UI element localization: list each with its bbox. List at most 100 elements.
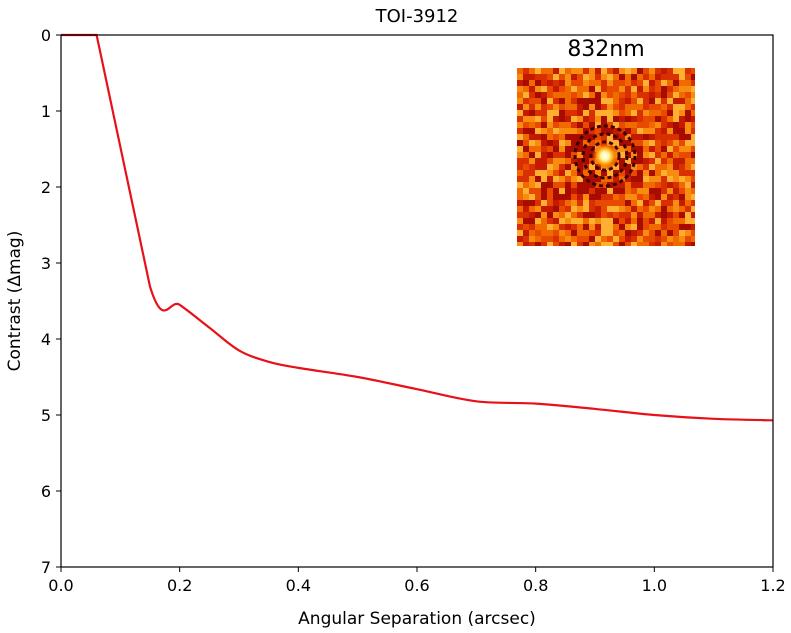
inset-pixel [631,218,637,224]
inset-pixel [583,230,589,236]
inset-pixel [679,140,685,146]
inset-pixel [595,188,601,194]
y-axis-ticks: 0 1 2 3 4 5 6 7 [41,26,61,577]
inset-pixel [577,206,583,212]
inset-pixel [541,242,547,246]
inset-pixel [661,134,667,140]
inset-pixel [571,140,577,146]
inset-pixel [529,236,535,242]
inset-pixel [565,182,571,188]
inset-pixel [631,182,637,188]
inset-pixel [541,212,547,218]
inset-pixel [517,152,523,158]
inset-pixel [541,206,547,212]
inset-pixel [637,152,643,158]
inset-pixel [577,224,583,230]
inset-pixel [529,230,535,236]
inset-wavelength-label: 832nm [567,37,644,62]
inset-pixel [637,164,643,170]
inset-pixel [643,230,649,236]
inset-pixel [667,104,673,110]
inset-pixel [583,158,589,164]
inset-pixel [691,206,695,212]
inset-pixel [589,200,595,206]
inset-pixel [643,86,649,92]
inset-pixel [619,68,625,74]
inset-pixel [625,98,631,104]
inset-pixel [517,230,523,236]
inset-pixel [691,158,695,164]
inset-pixel [655,242,661,246]
inset-pixel [685,128,691,134]
inset-pixel [535,98,541,104]
inset-pixel [631,86,637,92]
inset-pixel [547,128,553,134]
inset-pixel [583,182,589,188]
inset-pixel [517,164,523,170]
inset-pixel [655,92,661,98]
inset-pixel [601,92,607,98]
inset-pixel [523,80,529,86]
inset-pixel [577,242,583,246]
inset-pixel [685,158,691,164]
inset-pixel [613,170,619,176]
inset-pixel [535,176,541,182]
inset-pixel [553,110,559,116]
inset-pixel [637,116,643,122]
inset-pixel [607,242,613,246]
inset-pixel [661,242,667,246]
inset-pixel [601,170,607,176]
inset-pixel [649,128,655,134]
inset-pixel [673,164,679,170]
inset-pixel [607,200,613,206]
inset-pixel [631,194,637,200]
inset-pixel [625,104,631,110]
inset-pixel [673,68,679,74]
inset-pixel [553,116,559,122]
inset-pixel [619,200,625,206]
inset-pixel [589,92,595,98]
inset-pixel [631,128,637,134]
inset-pixel [691,164,695,170]
inset-pixel [643,164,649,170]
inset-pixel [691,212,695,218]
inset-pixel [655,122,661,128]
inset-pixel [625,164,631,170]
inset-pixel [613,236,619,242]
inset-pixel [631,242,637,246]
inset-pixel [523,74,529,80]
inset-pixel [595,68,601,74]
inset-pixel [637,98,643,104]
inset-pixel [661,122,667,128]
inset-pixel [679,122,685,128]
inset-pixel [625,230,631,236]
inset-pixel [691,146,695,152]
inset-pixel [661,98,667,104]
inset-pixel [571,116,577,122]
inset-pixel [661,236,667,242]
inset-pixel [517,218,523,224]
inset-pixel [643,80,649,86]
inset-pixel [535,86,541,92]
inset-pixel [619,170,625,176]
inset-pixel [637,68,643,74]
inset-pixel [637,188,643,194]
inset-pixel [547,212,553,218]
inset-pixel [523,68,529,74]
inset-pixel [517,134,523,140]
inset-pixel [667,74,673,80]
inset-pixel [571,242,577,246]
inset-pixel [535,242,541,246]
inset-pixel [685,242,691,246]
inset-pixel [547,170,553,176]
inset-pixel [535,230,541,236]
inset-pixel [649,218,655,224]
inset-pixel [559,242,565,246]
inset-pixel [535,92,541,98]
inset-pixel [553,164,559,170]
inset-pixel [625,80,631,86]
inset-pixel [517,74,523,80]
inset-pixel [571,230,577,236]
inset-pixel [625,110,631,116]
inset-pixel [595,104,601,110]
